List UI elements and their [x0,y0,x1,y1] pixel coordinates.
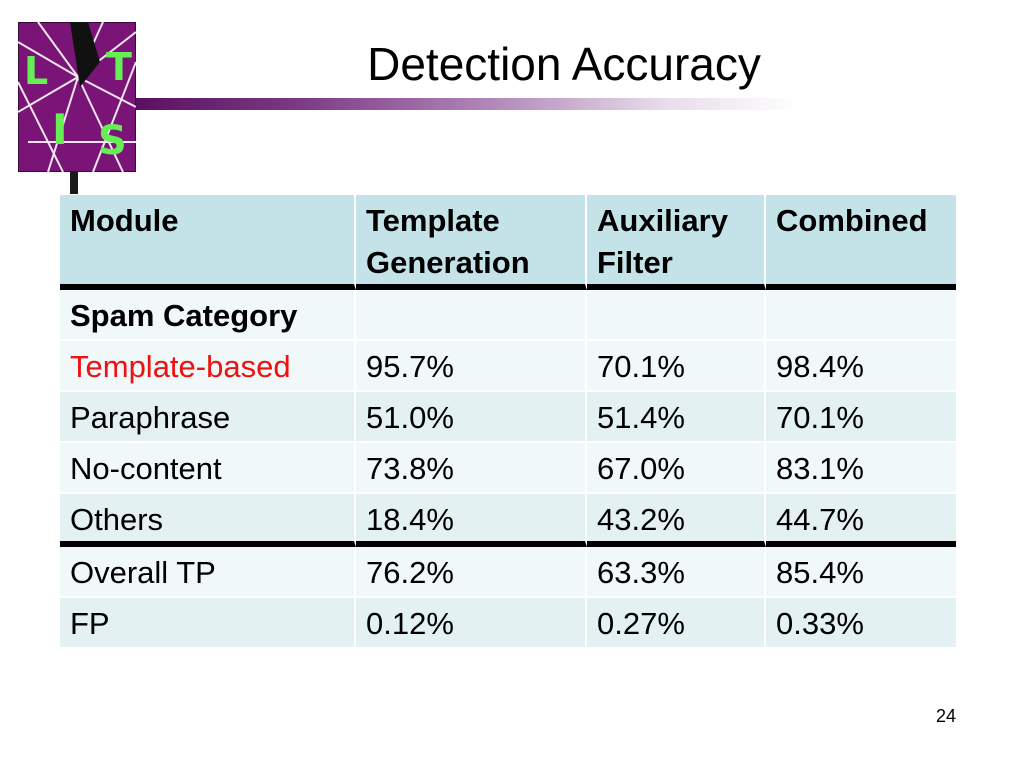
table-cell: 76.2% [356,547,587,598]
svg-text:S: S [98,118,127,164]
svg-text:L: L [24,49,48,93]
row-label-paraphrase: Paraphrase [60,392,356,443]
table-cell: 44.7% [766,494,956,547]
table-cell: 70.1% [766,392,956,443]
table-cell: 95.7% [356,341,587,392]
table-cell [356,290,587,341]
header-template-generation: Template Generation [356,195,587,290]
table-cell: 51.0% [356,392,587,443]
row-label-spam-category: Spam Category [60,290,356,341]
logo-letters: L T I S [24,45,132,164]
title-underline-bar [136,98,796,110]
table-header-row: Module Template Generation Auxiliary Fil… [60,195,956,290]
table-cell: 70.1% [587,341,766,392]
table-cell: 18.4% [356,494,587,547]
logo-post [70,172,78,194]
table-cell: 0.33% [766,598,956,649]
table-row-others: Others 18.4% 43.2% 44.7% [60,494,956,547]
detection-accuracy-table: Module Template Generation Auxiliary Fil… [60,195,956,649]
table-row-overall-tp: Overall TP 76.2% 63.3% 85.4% [60,547,956,598]
row-label-fp: FP [60,598,356,649]
table-cell [766,290,956,341]
table-cell: 83.1% [766,443,956,494]
table-row-template-based: Template-based 95.7% 70.1% 98.4% [60,341,956,392]
header-module: Module [60,195,356,290]
table-row-no-content: No-content 73.8% 67.0% 83.1% [60,443,956,494]
table-row-paraphrase: Paraphrase 51.0% 51.4% 70.1% [60,392,956,443]
header-auxiliary-filter: Auxiliary Filter [587,195,766,290]
table-cell: 73.8% [356,443,587,494]
row-label-others: Others [60,494,356,547]
row-label-overall-tp: Overall TP [60,547,356,598]
svg-text:I: I [52,105,68,154]
table-cell: 67.0% [587,443,766,494]
lits-logo: L T I S [18,22,136,172]
table-row-spam-category: Spam Category [60,290,956,341]
page-number: 24 [936,706,957,726]
table-cell: 98.4% [766,341,956,392]
table-row-fp: FP 0.12% 0.27% 0.33% [60,598,956,649]
table-cell: 63.3% [587,547,766,598]
table-cell [587,290,766,341]
table-cell: 85.4% [766,547,956,598]
header-combined: Combined [766,195,956,290]
table-cell: 51.4% [587,392,766,443]
table-cell: 0.12% [356,598,587,649]
table-cell: 43.2% [587,494,766,547]
row-label-template-based: Template-based [60,341,356,392]
svg-text:T: T [106,45,132,89]
table-cell: 0.27% [587,598,766,649]
dark-shard-shape [70,22,100,87]
slide-title: Detection Accuracy [367,38,761,90]
row-label-no-content: No-content [60,443,356,494]
shattered-glass-lines [18,22,136,172]
